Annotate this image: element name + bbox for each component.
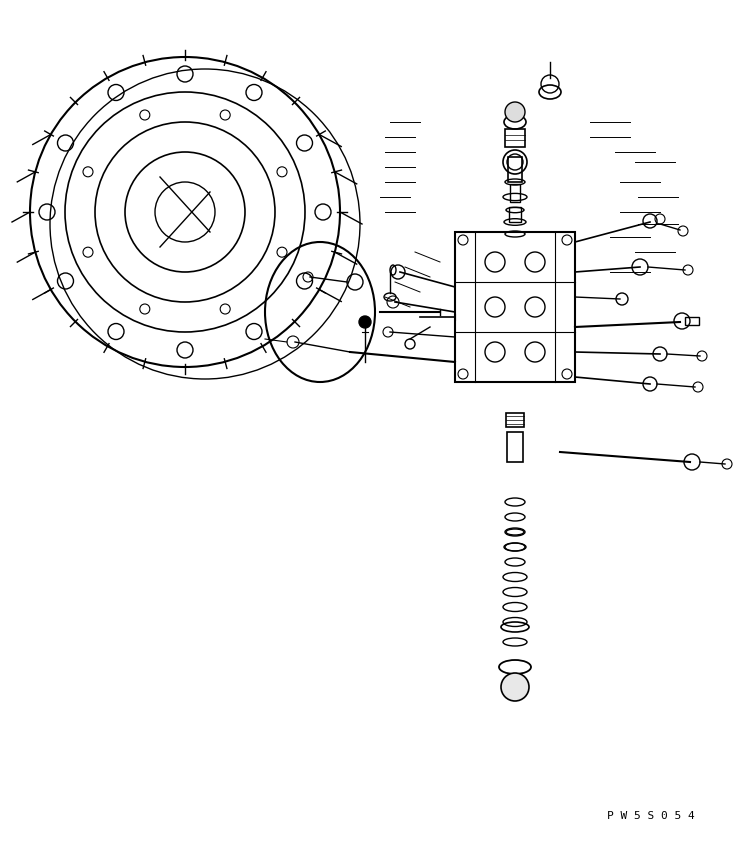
- Bar: [507, 432, 523, 462]
- Bar: [505, 129, 525, 147]
- Bar: [508, 157, 522, 182]
- Circle shape: [359, 316, 371, 328]
- Bar: [509, 207, 521, 222]
- Bar: [685, 317, 699, 325]
- Bar: [455, 232, 575, 382]
- Bar: [506, 413, 524, 427]
- Bar: [510, 184, 520, 202]
- Circle shape: [505, 102, 525, 122]
- Text: P W 5 S 0 5 4: P W 5 S 0 5 4: [607, 811, 695, 821]
- Circle shape: [501, 673, 529, 701]
